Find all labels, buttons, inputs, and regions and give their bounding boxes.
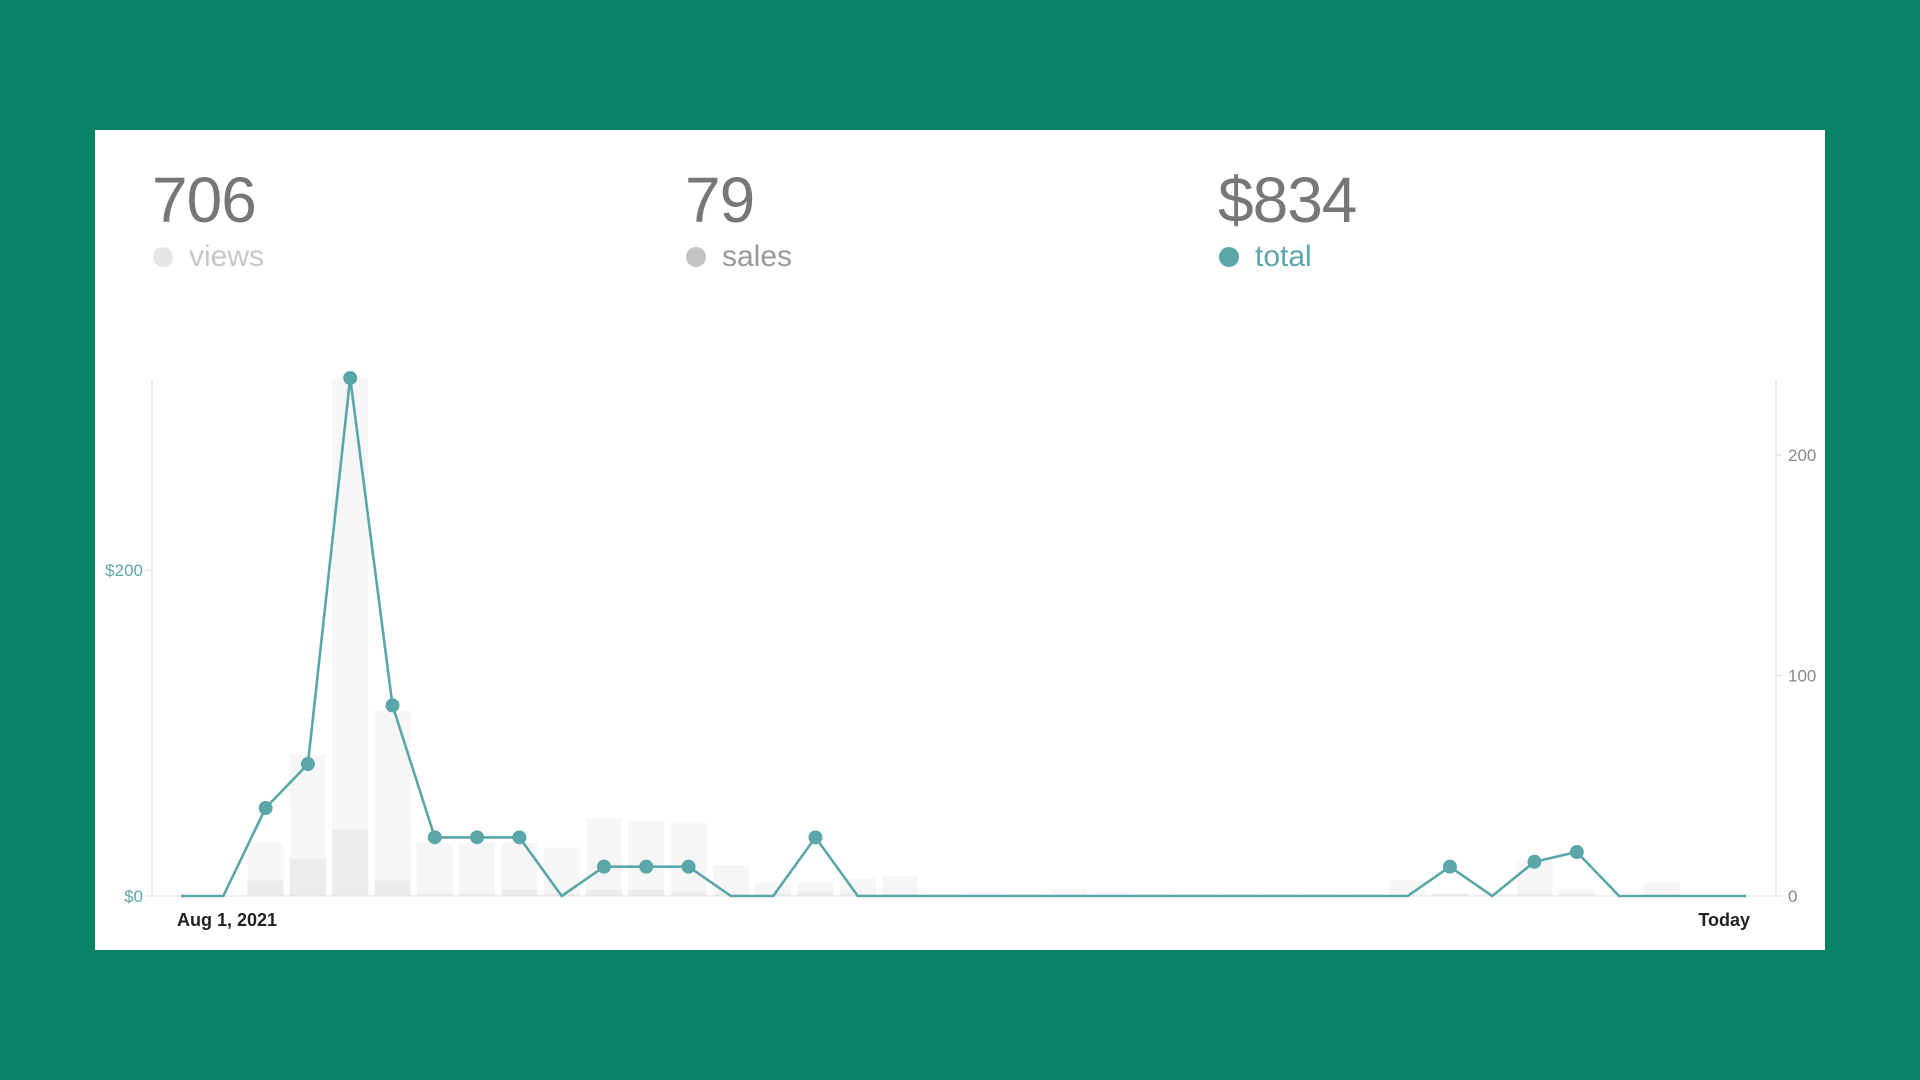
sales-bar	[459, 893, 496, 896]
right-axis-tick-label: 0	[1788, 887, 1797, 906]
sales-bar	[501, 889, 538, 896]
views-bar	[1558, 889, 1595, 896]
x-axis-end-label: Today	[1698, 910, 1750, 930]
total-point	[1442, 859, 1457, 874]
views-legend-dot-icon	[153, 247, 173, 267]
stat-sales-label[interactable]: sales	[685, 242, 792, 272]
sales-bar	[332, 829, 369, 896]
stat-total-label-text: total	[1255, 240, 1312, 273]
sales-bar	[416, 893, 453, 896]
views-bar	[1051, 889, 1088, 896]
sales-legend-dot-icon	[686, 247, 706, 267]
stat-sales-value: 79	[685, 164, 755, 236]
total-legend-dot-icon	[1219, 247, 1239, 267]
views-bar	[882, 876, 919, 896]
stats-card: 706 views 79 sales $834 total $0 $200 0 100…	[95, 130, 1825, 950]
left-axis-tick-label: $0	[124, 887, 143, 906]
total-series-line	[181, 376, 1746, 898]
sales-bar	[374, 880, 411, 896]
views-bar	[966, 891, 1003, 896]
sales-bar	[585, 889, 622, 896]
stat-views[interactable]: 706 views	[152, 168, 264, 272]
total-point	[596, 859, 611, 874]
total-point	[1569, 845, 1584, 860]
stat-sales[interactable]: 79 sales	[685, 168, 792, 272]
views-bar	[585, 818, 622, 896]
x-axis-start-label: Aug 1, 2021	[177, 910, 277, 930]
total-point	[343, 371, 358, 385]
total-point	[681, 859, 696, 874]
stat-views-label[interactable]: views	[152, 242, 264, 272]
sales-bar	[247, 880, 284, 896]
total-point	[808, 830, 823, 845]
right-axis-tick-label: 200	[1788, 446, 1816, 465]
sales-bar	[1431, 893, 1468, 896]
sales-bar	[289, 858, 326, 896]
total-point	[258, 801, 273, 816]
total-point	[470, 830, 485, 845]
sales-bar	[628, 889, 665, 896]
sales-bar	[670, 891, 707, 896]
views-bar	[628, 821, 665, 896]
views-bar	[332, 378, 369, 896]
total-point	[427, 830, 442, 845]
total-point	[300, 757, 315, 772]
sales-bar	[797, 891, 834, 896]
total-point	[639, 859, 654, 874]
views-bar	[416, 843, 453, 896]
stat-views-value: 706	[152, 164, 257, 236]
views-bar	[459, 843, 496, 896]
total-point	[512, 830, 527, 845]
stat-total-value: $834	[1218, 164, 1357, 236]
stat-views-label-text: views	[189, 240, 265, 273]
sales-chart: $0 $200 0 100 200 Aug 1, 2021 Today	[105, 371, 1816, 930]
views-bar	[839, 878, 876, 896]
sales-bar	[1558, 893, 1595, 896]
sales-bar	[1516, 893, 1553, 896]
views-bar	[374, 710, 411, 896]
views-bar	[670, 823, 707, 896]
views-bar	[1389, 880, 1426, 896]
total-point	[385, 698, 400, 713]
right-axis-tick-label: 100	[1788, 667, 1816, 686]
stat-total-label[interactable]: total	[1218, 242, 1356, 272]
views-bar	[1643, 882, 1680, 896]
views-bar	[1093, 891, 1130, 896]
views-bar	[712, 865, 749, 896]
stat-total[interactable]: $834 total	[1218, 164, 1357, 272]
left-axis-tick-label: $200	[105, 561, 143, 580]
total-point	[1527, 854, 1542, 869]
views-bar	[501, 843, 538, 896]
views-bar	[755, 882, 792, 896]
stat-sales-label-text: sales	[722, 240, 793, 273]
